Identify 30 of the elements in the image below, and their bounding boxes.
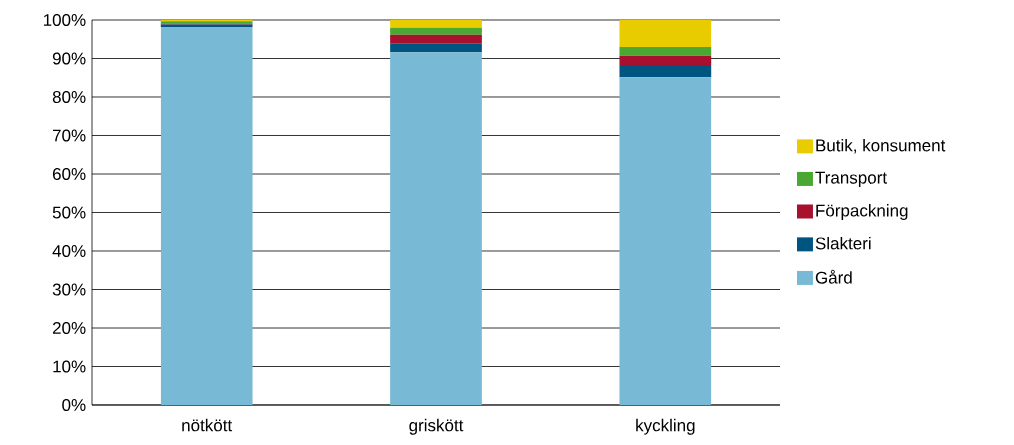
y-tick-label: 80% xyxy=(52,90,86,104)
bar xyxy=(619,20,712,47)
y-tick-label: 70% xyxy=(52,129,86,142)
legend-label: Butik, konsument xyxy=(816,138,946,154)
y-tick-label: 0% xyxy=(62,398,86,412)
legend-label: Slakteri xyxy=(815,236,871,250)
bar xyxy=(160,26,253,405)
y-tick-label: 50% xyxy=(52,206,86,219)
x-tick-label: nötkött xyxy=(182,418,233,432)
y-tick-label: 100% xyxy=(43,13,86,27)
bar xyxy=(390,52,482,405)
bar xyxy=(390,43,482,53)
x-tick-label: griskött xyxy=(409,418,464,435)
y-tick-label: 90% xyxy=(52,52,86,65)
bar xyxy=(619,65,712,78)
y-tick-label: 30% xyxy=(52,283,86,296)
bar xyxy=(619,77,712,405)
bar xyxy=(390,27,482,35)
y-tick-label: 10% xyxy=(53,360,86,373)
x-tick-label: kyckling xyxy=(636,418,695,435)
y-tick-label: 20% xyxy=(52,321,86,335)
y-tick-label: 40% xyxy=(52,244,86,258)
bar xyxy=(619,46,712,56)
legend-label: Transport xyxy=(815,171,887,188)
bar xyxy=(390,20,482,28)
legend-label: Förpackning xyxy=(816,204,908,220)
bar xyxy=(619,55,712,66)
y-tick-label: 60% xyxy=(52,167,86,181)
legend-label: Gård xyxy=(815,269,852,284)
bar xyxy=(390,34,482,44)
